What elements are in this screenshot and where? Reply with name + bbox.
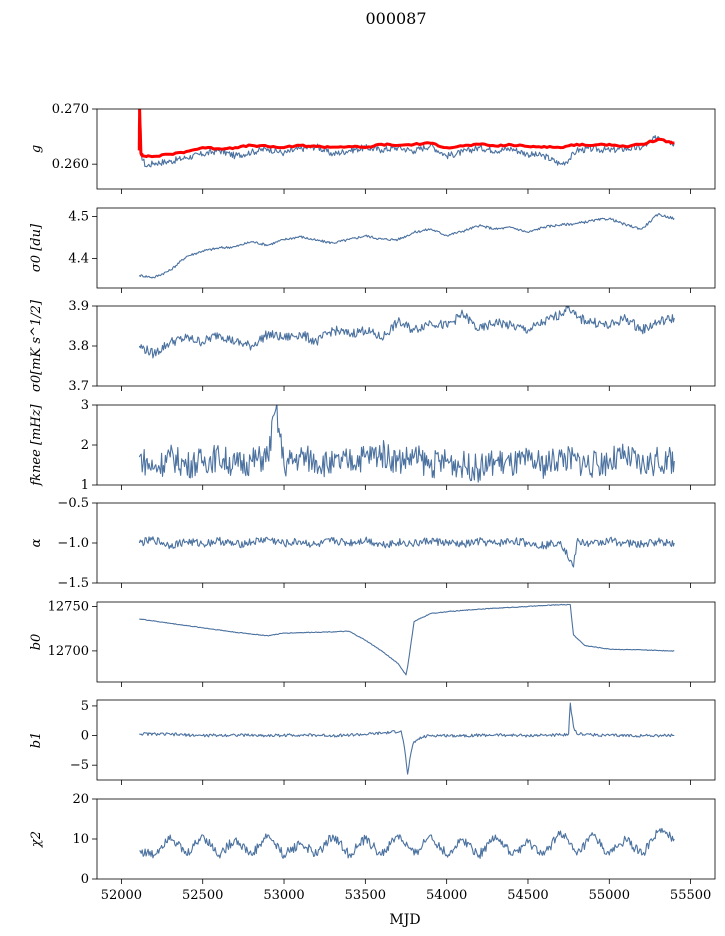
series-line xyxy=(139,603,675,676)
y-tick-label: 3 xyxy=(81,398,89,413)
y-tick-label: 1 xyxy=(81,478,89,493)
series-line xyxy=(138,536,675,568)
y-tick-label: 12700 xyxy=(48,644,89,659)
y-tick-label: 4.5 xyxy=(68,209,89,224)
series-line xyxy=(139,135,675,168)
series-line xyxy=(138,702,675,775)
y-tick-label: 3.9 xyxy=(68,299,89,314)
y-tick-label: 10 xyxy=(72,832,89,847)
y-tick-label: −1.5 xyxy=(57,576,89,591)
panel-5: −1.5 −1.0 −0.5 α xyxy=(29,496,716,591)
y-axis-label: g xyxy=(29,145,44,153)
y-axis-label: σ0[mK s^1/2] xyxy=(29,299,44,392)
panel-1: 0.260 0.270 g xyxy=(29,102,716,194)
series-line xyxy=(139,827,675,859)
y-tick-label: 2 xyxy=(81,438,89,453)
y-tick-label: −5 xyxy=(70,758,89,773)
panel-7: −5 0 5 b1 xyxy=(29,699,716,785)
y-tick-label: 5 xyxy=(81,699,89,714)
axes-frame xyxy=(96,699,716,781)
axes-frame xyxy=(96,108,716,190)
series-line xyxy=(138,306,675,359)
y-axis-label: fknee [mHz] xyxy=(29,403,44,486)
x-tick-label: 52000 xyxy=(101,888,142,903)
figure-title: 000087 xyxy=(365,9,426,28)
y-tick-label: 0 xyxy=(81,729,89,744)
panel-8: 0 10 20 52000 52500 53000 53500 54000 54500 55000… xyxy=(29,792,716,903)
x-tick-label: 52500 xyxy=(182,888,223,903)
x-tick-label: 55500 xyxy=(670,888,711,903)
y-tick-label: 0 xyxy=(81,872,89,887)
y-axis-label: χ2 xyxy=(29,831,44,848)
y-tick-label: 0.260 xyxy=(52,157,89,172)
x-tick-label: 54500 xyxy=(507,888,548,903)
axes-frame xyxy=(96,207,716,289)
y-tick-label: 20 xyxy=(72,792,89,807)
x-tick-label: 55000 xyxy=(589,888,630,903)
y-tick-label: 3.7 xyxy=(68,379,89,394)
panel-6: 12700 12750 b0 xyxy=(29,599,716,687)
panels-group: 0.260 0.270 g 4.4 4.5 σ0 [du] 3.7 3.8 3.9 σ0[mK s… xyxy=(29,102,716,903)
panel-3: 3.7 3.8 3.9 σ0[mK s^1/2] xyxy=(29,299,716,394)
panel-2: 4.4 4.5 σ0 [du] xyxy=(29,207,716,293)
panel-4: 1 2 3 fknee [mHz] xyxy=(29,398,716,493)
x-tick-label: 54000 xyxy=(426,888,467,903)
y-axis-label: b0 xyxy=(29,634,44,651)
series-line-overlay xyxy=(137,109,675,159)
axes-frame xyxy=(96,798,716,880)
axes-frame xyxy=(96,601,716,683)
x-axis-label: MJD xyxy=(389,912,420,928)
y-axis-label: σ0 [du] xyxy=(29,223,44,272)
series-line xyxy=(138,405,675,483)
y-tick-label: 4.4 xyxy=(68,252,89,267)
y-axis-label: α xyxy=(29,538,44,547)
y-tick-label: −0.5 xyxy=(57,496,89,511)
y-tick-label: 3.8 xyxy=(68,339,89,354)
y-tick-label: 12750 xyxy=(48,599,89,614)
y-tick-label: −1.0 xyxy=(57,536,89,551)
series-line xyxy=(138,212,675,279)
x-tick-label: 53500 xyxy=(345,888,386,903)
x-tick-label: 53000 xyxy=(263,888,304,903)
y-axis-label: b1 xyxy=(29,732,44,749)
y-tick-label: 0.270 xyxy=(52,102,89,117)
